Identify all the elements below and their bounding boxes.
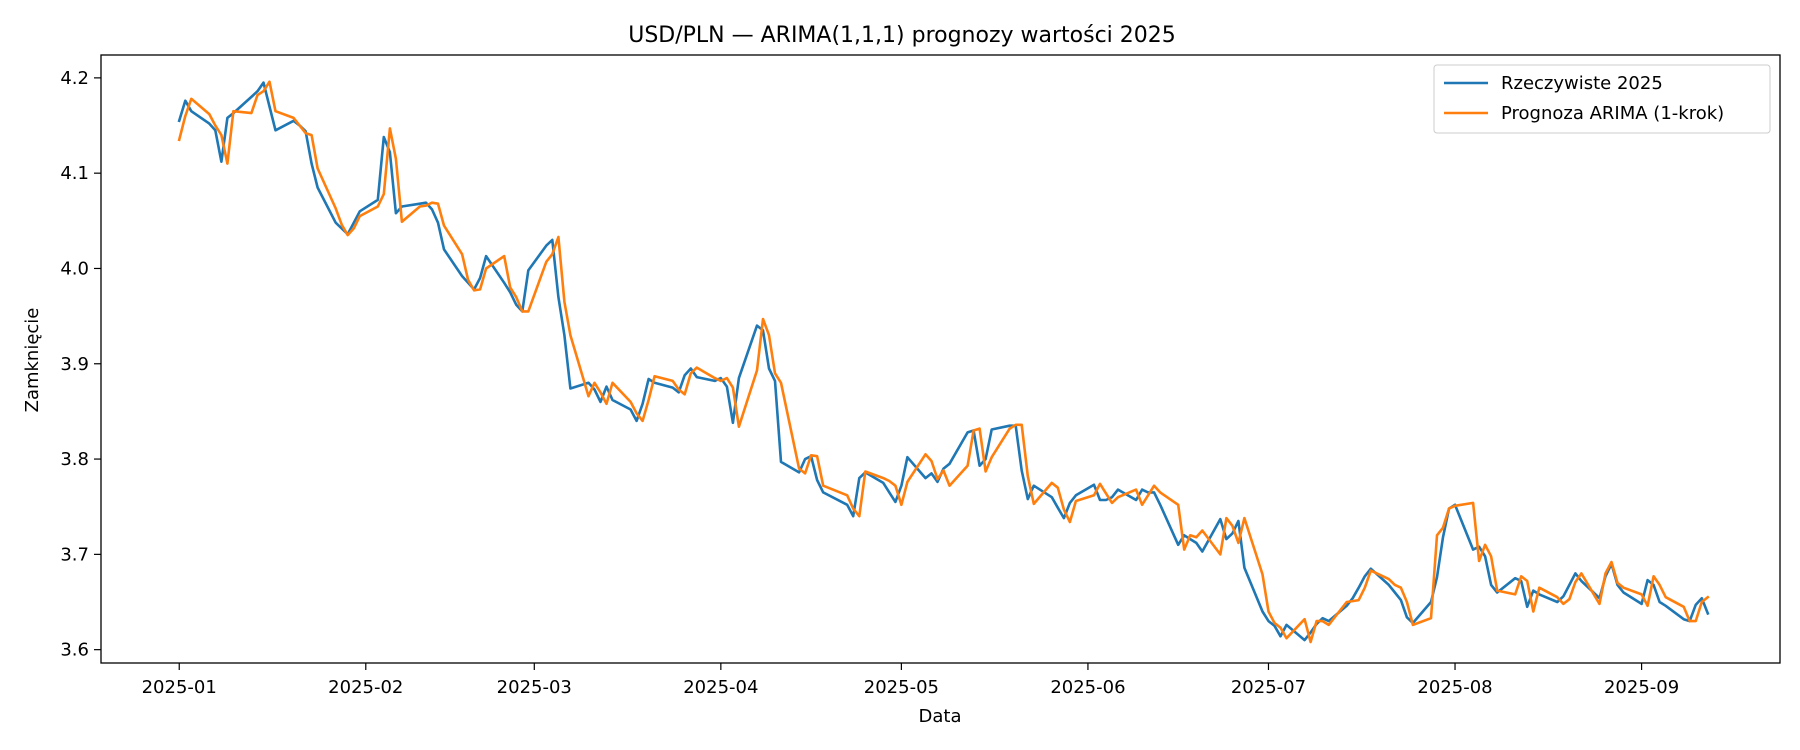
y-tick-label: 4.0 (60, 258, 89, 279)
legend-box (1433, 64, 1771, 134)
y-tick-label: 3.7 (60, 544, 89, 565)
y-tick-label: 4.2 (60, 68, 89, 89)
x-tick-label: 2025-04 (683, 677, 758, 698)
x-tick-label: 2025-03 (497, 677, 572, 698)
y-axis: 3.6 3.7 3.8 3.9 4.0 4.1 4.2 (60, 68, 101, 661)
legend-label-forecast: Prognoza ARIMA (1-krok) (1501, 103, 1724, 124)
y-tick-label: 3.9 (60, 354, 89, 375)
y-tick-label: 3.8 (60, 449, 89, 470)
x-tick-label: 2025-05 (864, 677, 939, 698)
legend: Rzeczywiste 2025 Prognoza ARIMA (1-krok) (1433, 64, 1771, 134)
y-tick-label: 3.6 (60, 640, 89, 661)
x-tick-label: 2025-07 (1231, 677, 1306, 698)
plot-frame (100, 54, 1781, 664)
x-tick-label: 2025-01 (142, 677, 217, 698)
y-axis-label: Zamknięcie (22, 308, 43, 413)
x-axis-label: Data (919, 706, 962, 727)
series-layer (177, 80, 1710, 644)
series-line-forecast (177, 80, 1710, 644)
x-tick-label: 2025-09 (1604, 677, 1679, 698)
x-tick-label: 2025-02 (328, 677, 403, 698)
x-axis: 2025-01 2025-02 2025-03 2025-04 2025-05 2025-… (142, 663, 1679, 698)
x-tick-label: 2025-06 (1050, 677, 1125, 698)
x-tick-label: 2025-08 (1417, 677, 1492, 698)
y-tick-label: 4.1 (60, 163, 89, 184)
legend-label-actual: Rzeczywiste 2025 (1501, 73, 1663, 94)
chart-title: USD/PLN — ARIMA(1,1,1) prognozy wartości… (628, 23, 1176, 48)
